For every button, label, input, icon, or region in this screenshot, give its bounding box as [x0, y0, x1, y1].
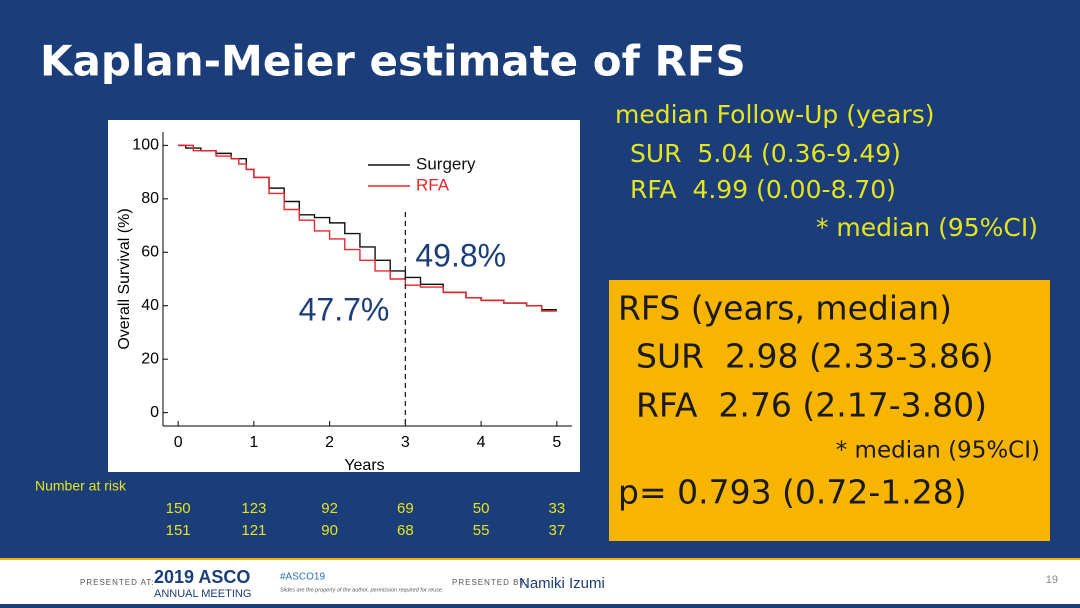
risk-title: Number at risk: [35, 478, 127, 494]
risk-count: 68: [397, 522, 414, 539]
risk-table: 150 123 92 69 50 33 151 121 90 68 55 37: [166, 500, 566, 539]
risk-count: 55: [473, 522, 490, 539]
legend-label: RFA: [416, 175, 450, 194]
footer-label: PRESENTED AT:: [80, 578, 155, 587]
risk-count: 123: [241, 500, 266, 517]
x-tick-label: 0: [174, 434, 183, 451]
risk-count: 121: [241, 522, 266, 539]
annotation: 47.7%: [299, 291, 390, 327]
presenter: Namiki Izumi: [519, 575, 605, 592]
risk-count: 92: [321, 500, 338, 517]
x-tick-label: 4: [477, 434, 486, 451]
box-line: p= 0.793 (0.72-1.28): [618, 473, 967, 512]
follow-up-line: RFA 4.99 (0.00-8.70): [630, 175, 896, 204]
meeting-year: 2019 ASCO: [154, 567, 250, 587]
x-tick-label: 5: [552, 434, 561, 451]
follow-up-note: * median (95%CI): [816, 213, 1038, 242]
y-tick-label: 40: [141, 297, 159, 314]
box-line: RFA 2.76 (2.17-3.80): [636, 386, 987, 425]
risk-count: 37: [549, 522, 566, 539]
risk-count: 90: [321, 522, 338, 539]
result-box: [609, 280, 1050, 541]
x-axis-label: Years: [344, 457, 384, 474]
risk-count: 150: [166, 500, 191, 517]
box-line: RFS (years, median): [618, 289, 952, 328]
footer-label: PRESENTED BY:: [452, 578, 529, 587]
risk-count: 69: [397, 500, 414, 517]
risk-count: 33: [549, 500, 566, 517]
risk-count: 50: [473, 500, 490, 517]
footer: [0, 558, 1080, 604]
follow-up-line: median Follow-Up (years): [615, 100, 935, 129]
y-tick-label: 80: [141, 190, 159, 207]
survival-curve: [178, 144, 557, 312]
y-tick-label: 20: [141, 350, 159, 367]
x-tick-label: 1: [249, 434, 258, 451]
risk-count: 151: [166, 522, 191, 539]
y-axis-label: Overall Survival (%): [116, 208, 133, 349]
box-note: * median (95%CI): [836, 438, 1040, 464]
y-tick-label: 60: [141, 243, 159, 260]
chart-panel: [108, 120, 580, 472]
y-tick-label: 100: [132, 137, 159, 154]
hashtag: #ASCO19: [280, 572, 325, 583]
plot: 0 20 40 60 80 100 0 1 2 3 4 5 Years Overall Survival …: [116, 132, 572, 474]
page-number: 19: [1046, 574, 1058, 586]
annotation: 49.8%: [415, 237, 506, 273]
y-tick-label: 0: [150, 404, 159, 421]
legend-label: Surgery: [416, 154, 476, 173]
box-line: SUR 2.98 (2.33-3.86): [636, 337, 994, 376]
notice: Slides are the property of the author, p…: [280, 587, 444, 593]
follow-up-line: SUR 5.04 (0.36-9.49): [630, 139, 901, 168]
x-tick-label: 2: [325, 434, 334, 451]
x-tick-label: 3: [401, 434, 410, 451]
slide-title: Kaplan-Meier estimate of RFS: [40, 37, 746, 86]
meeting-name: ANNUAL MEETING: [154, 588, 251, 600]
